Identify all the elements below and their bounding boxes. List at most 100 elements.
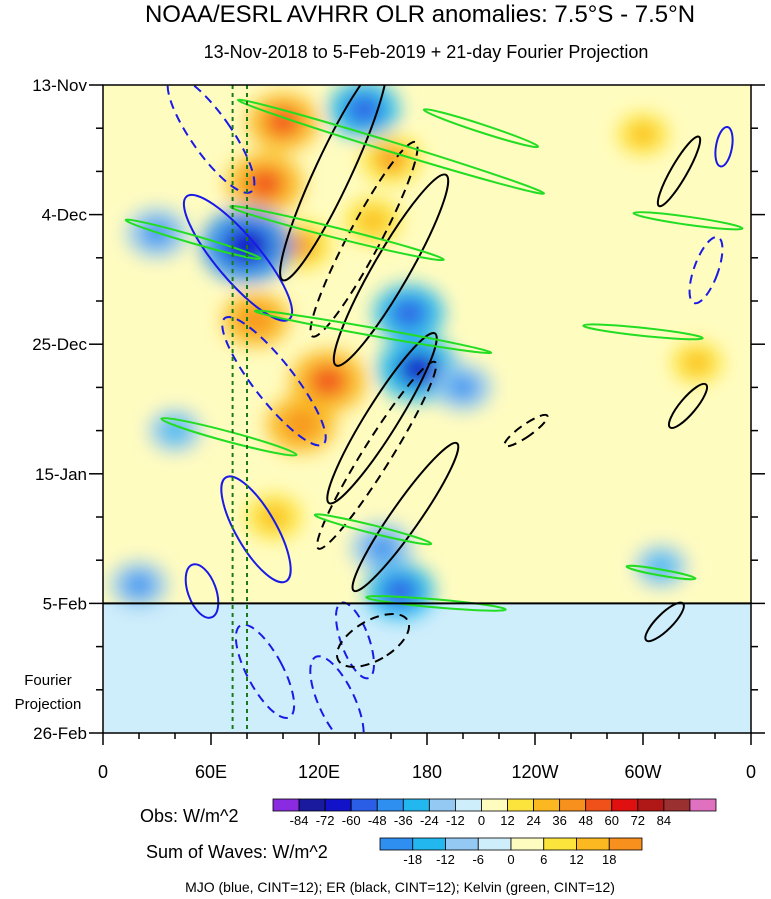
anomaly-blob-core-5	[283, 410, 319, 439]
colorbar-swatch	[376, 798, 404, 812]
kelvin-contour-6	[365, 595, 507, 612]
mjo-contour-7	[309, 655, 365, 733]
x-tick-label: 120E	[298, 762, 340, 782]
anomaly-blob-core-15	[346, 95, 382, 125]
colorbar-tick-label: -6	[472, 852, 484, 867]
colorbar-swatch	[445, 837, 479, 851]
mjo-contour-3	[220, 475, 292, 584]
y-tick-label: 4-Dec	[42, 206, 88, 225]
colorbar-swatch	[689, 798, 717, 812]
reference-lines	[231, 85, 248, 733]
mjo-contour-2	[221, 315, 327, 447]
y-tick-label: 13-Nov	[32, 76, 87, 95]
anomaly-blob-core-20	[162, 420, 188, 442]
colorbar-tick-label: -48	[368, 813, 387, 828]
colorbar-swatch	[379, 837, 414, 851]
kelvin-contour-5	[313, 513, 433, 546]
colorbar-swatch	[637, 798, 665, 812]
colorbar-tick-label: -12	[436, 852, 455, 867]
colorbar-tick-label: -84	[290, 813, 309, 828]
colorbar-tick-label: 48	[578, 813, 592, 828]
er-contour-0	[279, 85, 388, 282]
y-tick-label: 25-Dec	[32, 335, 87, 354]
colorbar-swatch	[543, 837, 577, 851]
anomaly-blob-core-4	[308, 365, 348, 397]
colorbar-swatch	[428, 798, 456, 812]
waves-colorbar-label: Sum of Waves: W/m^2	[146, 842, 328, 862]
colorbar-swatch	[585, 798, 613, 812]
contour-legend: MJO (blue, CINT=12); ER (black, CINT=12)…	[185, 879, 615, 895]
colorbar-swatch	[412, 837, 446, 851]
kelvin-contour-8	[582, 323, 704, 341]
kelvin-contour-2	[253, 309, 493, 355]
y-tick-label: 5-Feb	[43, 594, 87, 613]
chart-title: NOAA/ESRL AVHRR OLR anomalies: 7.5°S - 7…	[145, 1, 695, 28]
colorbar-tick-label: 36	[552, 813, 566, 828]
y-tick-label: 15-Jan	[35, 465, 87, 484]
anomaly-blob-core-3	[239, 305, 273, 334]
x-tick-label: 180	[412, 762, 442, 782]
colorbar-tick-label: -60	[342, 813, 361, 828]
anomaly-blob-core-6	[259, 505, 289, 529]
colorbar-swatch	[608, 837, 643, 851]
colorbar-swatch	[481, 798, 508, 812]
obs-colorbar: -84 -72 -60 -48 -36 -24 -12 0 12 24 36 48 60 72 84	[272, 798, 717, 828]
anomaly-blob-core-19	[382, 576, 418, 606]
colorbar-swatch	[350, 798, 378, 812]
kelvin-contour-4	[160, 417, 298, 457]
kelvin-contour-3	[124, 218, 262, 260]
anomaly-blob-core-9	[630, 123, 656, 145]
colorbar-swatch	[507, 798, 534, 812]
colorbar-tick-label: 18	[602, 852, 616, 867]
mjo-contour-6	[234, 623, 296, 719]
colorbar-swatch	[298, 798, 326, 812]
plot-area	[103, 85, 751, 733]
projection-label-line2: Projection	[15, 696, 82, 713]
y-axis: 13-Nov 4-Dec 25-Dec 15-Jan 5-Feb 26-Feb	[32, 76, 765, 743]
x-tick-label: 120W	[511, 762, 558, 782]
colorbar-swatch	[272, 798, 300, 812]
colorbar-tick-label: 60	[605, 813, 619, 828]
kelvin-contour-10	[422, 108, 540, 149]
colorbar-swatch	[455, 798, 482, 812]
colorbar-swatch	[533, 798, 561, 812]
colorbar-tick-label: 6	[540, 852, 547, 867]
er-contour-5	[316, 360, 438, 550]
anomaly-blob-core-12	[397, 352, 439, 386]
obs-colorbar-label: Obs: W/m^2	[140, 806, 238, 826]
colorbar-tick-label: 12	[569, 852, 583, 867]
anomaly-blob-core-16	[124, 573, 154, 597]
anomaly-blob-core-8	[358, 209, 388, 233]
mjo-contour-8	[688, 235, 724, 305]
anomaly-blob-core-10	[684, 352, 710, 374]
colorbar-tick-label: 0	[507, 852, 514, 867]
colorbar-swatch	[611, 798, 639, 812]
er-contour-7	[656, 135, 702, 208]
colorbar-swatch	[510, 837, 545, 851]
kelvin-contour-1	[229, 205, 445, 262]
colorbar-tick-label: 24	[526, 813, 540, 828]
x-axis: 0 60E 120E 180 120W 60W 0	[98, 733, 756, 782]
kelvin-contour-9	[625, 564, 697, 581]
colorbar-swatch	[663, 798, 691, 812]
x-tick-label: 60E	[195, 762, 227, 782]
anomaly-blob-core-13	[391, 298, 427, 328]
er-contour-4	[351, 441, 460, 593]
colorbar-swatch	[477, 837, 512, 851]
kelvin-contour-7	[632, 211, 744, 231]
wave-contours	[124, 85, 744, 733]
colorbar-tick-label: 84	[657, 813, 671, 828]
colorbar-swatch	[576, 837, 610, 851]
colorbar-tick-label: -24	[420, 813, 439, 828]
colorbar-tick-label: -12	[446, 813, 465, 828]
colorbar-swatch	[324, 798, 352, 812]
er-contour-8	[667, 382, 709, 429]
er-contour-3	[326, 332, 438, 505]
anomaly-blob-core-1	[245, 168, 285, 200]
chart-subtitle: 13-Nov-2018 to 5-Feb-2019 + 21-day Fouri…	[204, 42, 649, 62]
mjo-contour-0	[166, 85, 256, 194]
colorbar-tick-label: 0	[478, 813, 485, 828]
projection-label-line1: Fourier	[24, 672, 72, 689]
er-contour-10	[335, 612, 411, 668]
